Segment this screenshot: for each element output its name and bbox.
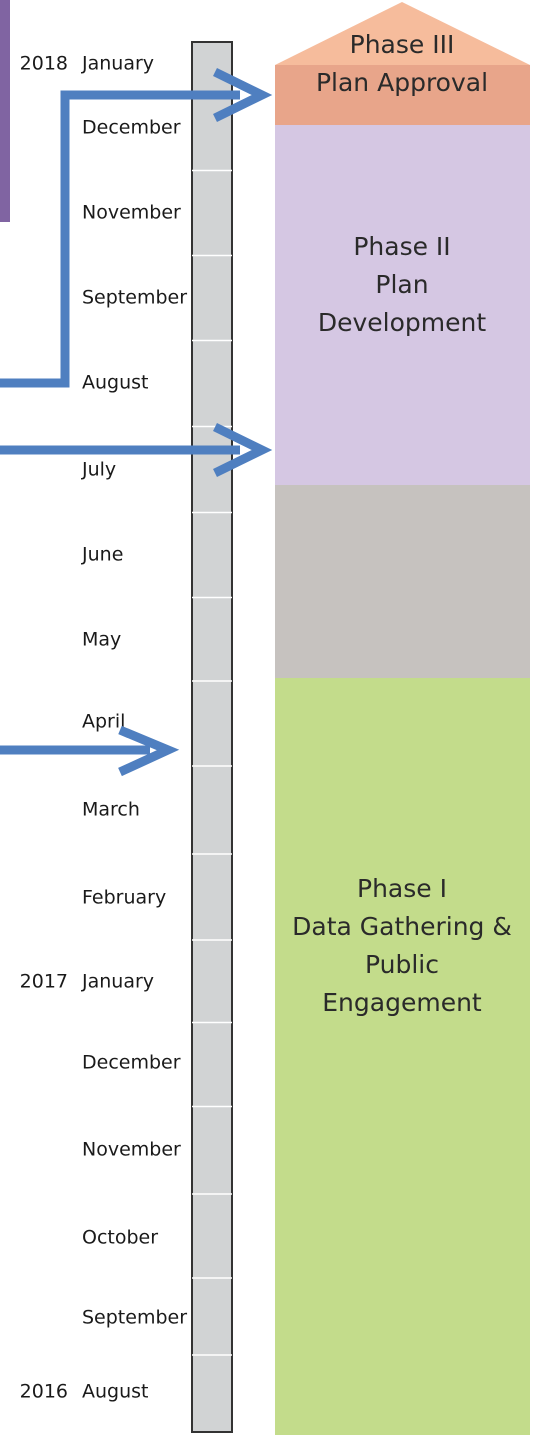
month-label: March	[82, 799, 140, 821]
phase2-box	[275, 125, 530, 485]
phase1-box	[275, 678, 530, 1435]
month-label: December	[82, 1052, 181, 1074]
phase3-roof	[275, 2, 530, 65]
arrowhead	[213, 67, 273, 123]
month-label: June	[81, 544, 123, 566]
month-label: May	[82, 629, 121, 651]
phase-label: Phase III	[350, 30, 455, 59]
phase-label: Development	[318, 308, 486, 337]
phase-label: Phase II	[353, 232, 450, 261]
timeline-bar	[191, 41, 233, 1433]
month-label: September	[82, 287, 187, 309]
arrowhead	[118, 725, 180, 777]
month-label: November	[82, 1139, 181, 1161]
month-label: September	[82, 1307, 187, 1329]
phase-label: Data Gathering &	[292, 912, 512, 941]
month-label: October	[82, 1227, 158, 1249]
year-label: 2016	[20, 1381, 68, 1403]
gap-box	[275, 485, 530, 678]
phase-label: Public	[365, 950, 439, 979]
phase-label: Plan Approval	[316, 68, 488, 97]
month-label: August	[82, 372, 149, 394]
month-label: February	[82, 887, 166, 909]
month-label: August	[82, 1381, 149, 1403]
arrow	[0, 90, 240, 388]
month-label: December	[82, 117, 181, 139]
month-label: January	[81, 53, 154, 75]
arrowhead	[213, 422, 273, 478]
month-label: January	[81, 971, 154, 993]
month-label: November	[82, 202, 181, 224]
year-label: 2018	[20, 53, 68, 75]
side-panel	[0, 0, 10, 222]
year-label: 2017	[20, 971, 68, 993]
arrows	[0, 67, 273, 777]
month-label: April	[82, 711, 125, 733]
phase-label: Plan	[375, 270, 428, 299]
phase3-box	[275, 65, 530, 125]
phase-label: Phase I	[357, 874, 447, 903]
month-label: July	[81, 459, 116, 481]
phase-label: Engagement	[322, 988, 482, 1017]
